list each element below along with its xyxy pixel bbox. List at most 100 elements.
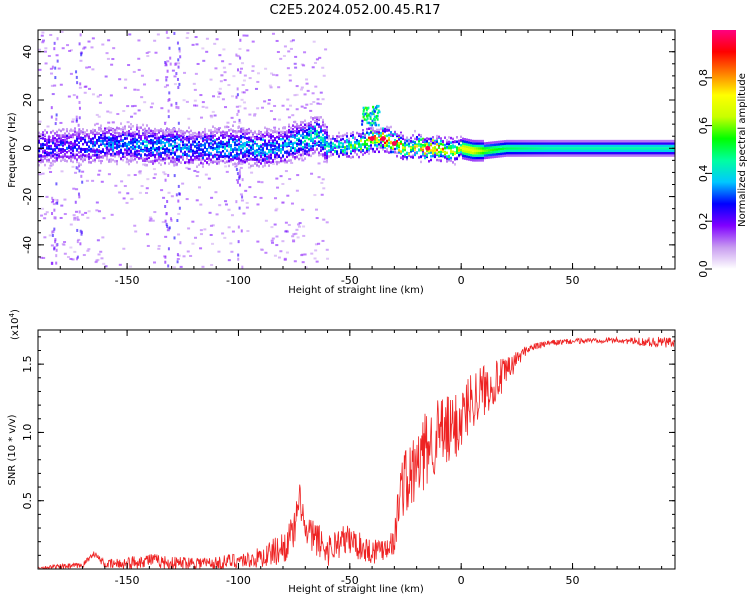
spectrogram-speckle [326,138,330,141]
spectrogram-cell [130,154,132,158]
spectrogram-cell [538,147,540,150]
spectrogram-cell [134,137,136,141]
spectrogram-cell [54,160,56,163]
spectrogram-speckle [306,89,310,92]
spectrogram-speckle [251,40,255,43]
spectrogram-cell [110,158,112,161]
spectrogram-cell [258,165,260,168]
spectrogram-cell [338,131,340,135]
spectrogram-speckle [43,213,47,216]
spectrogram-cell [352,155,354,159]
spectrogram-speckle [272,162,276,165]
spectrogram-cell [310,129,312,133]
spectrogram-cell [424,144,426,147]
spectrogram-speckle [109,94,113,97]
spectrogram-speckle [81,170,85,173]
spectrogram-cell [58,140,60,143]
spectrogram-cell [194,138,196,141]
spectrogram-cell [512,147,514,150]
spectrogram-speckle [167,141,170,145]
spectrogram-cell [46,141,48,144]
spectrogram-cell [436,148,438,152]
spectrogram-cell [52,154,54,158]
spectrogram-cell [398,141,400,145]
spectrogram-cell [516,149,518,152]
spectrogram-cell [296,127,298,131]
spectrogram-speckle [253,113,257,116]
spectrogram-cell [556,147,558,150]
spectrogram-cell [352,144,354,147]
spectrogram-cell [376,130,378,133]
spectrogram-cell [102,139,104,143]
spectrogram-speckle [110,63,114,66]
spectrogram-cell [510,151,512,155]
spectrogram-y-tick-label: -20 [21,188,34,206]
spectrogram-cell [494,153,496,156]
spectrogram-speckle [256,107,260,110]
spectrogram-cell [324,156,326,159]
spectrogram-cell [198,144,200,147]
spectrogram-speckle [86,249,90,252]
spectrogram-cell [100,143,102,146]
spectrogram-cell [224,145,226,149]
spectrogram-speckle [218,54,222,57]
spectrogram-speckle [41,41,45,44]
spectrogram-speckle [162,171,166,174]
spectrogram-cell [396,142,398,145]
spectrogram-cell [152,132,154,135]
spectrogram-speckle [69,246,73,249]
spectrogram-speckle [223,79,227,82]
spectrogram-cell [298,137,300,140]
spectrogram-cell [144,136,146,139]
spectrogram-cell [540,154,542,157]
spectrogram-cell [234,135,236,138]
spectrogram-cell [60,141,62,144]
spectrogram-cell [388,151,390,154]
spectrogram-cell [54,144,56,147]
spectrogram-cell [434,155,436,159]
spectrogram-speckle [173,236,176,240]
spectrogram-cell [348,155,350,158]
spectrogram-cell [76,139,78,142]
spectrogram-cell [232,124,234,127]
spectrogram-cell [446,139,448,142]
spectrogram-cell [232,163,234,166]
spectrogram-cell [438,150,440,154]
spectrogram-speckle [236,68,239,72]
spectrogram-cell [556,142,558,145]
spectrogram-cell [350,143,352,147]
spectrogram-cell [282,141,284,145]
spectrogram-cell [228,164,230,168]
spectrogram-cell [82,153,84,156]
spectrogram-speckle [185,166,189,169]
spectrogram-cell [606,142,608,145]
spectrogram-cell [290,153,292,156]
spectrogram-cell [304,143,306,146]
spectrogram-cell [482,147,484,150]
spectrogram-cell [326,136,328,139]
spectrogram-speckle [178,49,181,53]
spectrogram-cell [152,147,154,150]
spectrogram-cell [514,149,516,152]
spectrogram-cell [432,139,434,142]
spectrogram-cell [360,147,362,151]
spectrogram-cell [112,134,114,137]
spectrogram-cell [648,144,650,148]
spectrogram-cell [456,140,458,143]
spectrogram-speckle [48,234,52,237]
spectrogram-speckle [228,63,232,66]
spectrogram-cell [288,138,290,141]
spectrogram-cell [178,160,180,163]
spectrogram-speckle [185,36,189,39]
spectrogram-cell [642,144,644,148]
spectrogram-speckle [153,211,157,214]
spectrogram-speckle [91,179,95,182]
spectrogram-cell [136,149,138,153]
spectrogram-cell [474,139,476,143]
spectrogram-cell [558,154,560,157]
spectrogram-cell [616,147,618,150]
spectrogram-cell [108,126,110,129]
spectrogram-speckle [54,240,57,244]
spectrogram-cell [68,133,70,137]
spectrogram-cell [210,135,212,138]
